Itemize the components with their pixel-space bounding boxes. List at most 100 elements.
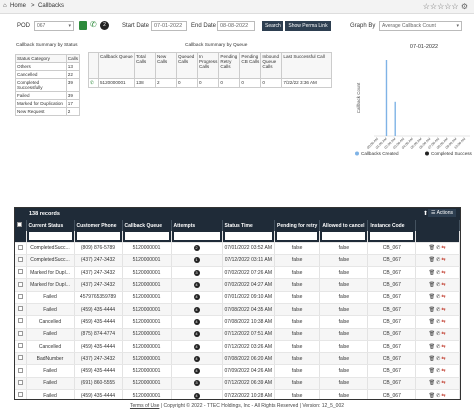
retry-icon[interactable]: ⇆	[441, 380, 447, 387]
phone-icon[interactable]: ✆	[436, 392, 442, 399]
col-allowed-cancel[interactable]: Allowed to cancel	[319, 220, 369, 231]
table-row[interactable]: Failed (691) 860-5555 5120000001 3 07/12/202…	[15, 377, 460, 391]
phone-icon[interactable]: ✆	[436, 245, 442, 252]
row-checkbox[interactable]	[15, 389, 27, 399]
retry-icon[interactable]: ⇆	[441, 269, 447, 276]
col-pending-retry[interactable]: Pending for retry	[274, 220, 321, 231]
filter-input[interactable]	[122, 231, 172, 243]
delete-icon[interactable]: 🗑	[428, 282, 437, 289]
delete-icon[interactable]: 🗑	[428, 306, 437, 313]
row-checkbox[interactable]	[15, 254, 27, 268]
row-checkbox[interactable]	[15, 291, 27, 304]
phone-icon[interactable]: ✆	[436, 294, 442, 301]
table-row[interactable]: Marked for Dupl... (437) 247-3432 51200000…	[15, 266, 460, 280]
filter-input[interactable]	[222, 231, 276, 243]
phone-icon[interactable]: ✆	[436, 318, 442, 325]
col-attempts[interactable]: Attempts	[171, 220, 223, 231]
delete-icon[interactable]: 🗑	[428, 294, 437, 301]
phone-icon[interactable]: ✆	[88, 78, 99, 88]
retry-icon[interactable]: ⇆	[441, 294, 447, 301]
table-row[interactable]: Failed (459) 435-4444 5120000001 4 07/08/202…	[15, 303, 460, 317]
retry-icon[interactable]: ⇆	[441, 392, 447, 399]
col-status-time[interactable]: Status Time	[222, 220, 276, 231]
phone-icon[interactable]: ✆	[436, 331, 442, 338]
phone-icon[interactable]: ✆	[436, 257, 442, 264]
terms-link[interactable]: Terms of Use	[129, 403, 160, 409]
phone-icon[interactable]: ✆	[436, 282, 442, 289]
end-date-input[interactable]: 08-08-2022	[217, 21, 255, 31]
delete-icon[interactable]: 🗑	[428, 318, 437, 325]
col-callback-queue[interactable]: Callback Queue	[122, 220, 172, 231]
col-customer-phone[interactable]: Customer Phone	[74, 220, 123, 231]
grid-cell: false	[274, 377, 321, 391]
row-checkbox[interactable]	[15, 242, 27, 255]
retry-icon[interactable]: ⇆	[441, 245, 447, 252]
perma-link-button[interactable]: Show Perma Link	[285, 21, 331, 31]
delete-icon[interactable]: 🗑	[428, 392, 437, 399]
actions-button[interactable]: ☰ Actions	[427, 209, 456, 217]
table-row[interactable]: Failed (459) 435-4444 5120000001 4 07/22/202…	[15, 389, 460, 399]
table-row[interactable]: Cancelled (459) 435-4444 5120000001 4 07/12/…	[15, 340, 460, 354]
retry-icon[interactable]: ⇆	[441, 343, 447, 350]
retry-icon[interactable]: ⇆	[441, 306, 447, 313]
arrow-up-icon[interactable]: ⬆	[422, 211, 428, 217]
table-row[interactable]: Failed (875) 874-4774 5120000001 4 07/12/202…	[15, 328, 460, 341]
rating-stars-icon[interactable]: ☆☆☆☆☆ ⚙	[422, 2, 468, 11]
delete-icon[interactable]: 🗑	[428, 331, 437, 338]
phone-icon[interactable]: ✆	[436, 343, 442, 350]
row-checkbox[interactable]	[15, 352, 27, 366]
phone-icon[interactable]: ✆	[436, 269, 442, 276]
retry-icon[interactable]: ⇆	[441, 318, 447, 325]
search-button[interactable]: Search	[262, 21, 283, 31]
retry-icon[interactable]: ⇆	[441, 282, 447, 289]
clipboard-icon[interactable]	[79, 21, 87, 30]
start-date-input[interactable]: 07-01-2022	[151, 21, 187, 31]
row-checkbox[interactable]	[15, 328, 27, 341]
pod-select[interactable]: 067 ▾	[34, 21, 74, 31]
graph-by-select[interactable]: Average Callback Count ▾	[379, 21, 462, 31]
table-row[interactable]: Marked for Dupl... (437) 247-3432 51200000…	[15, 278, 460, 292]
table-row[interactable]: Cancelled (459) 435-4444 5120000001 4 07/08/…	[15, 315, 460, 329]
row-checkbox[interactable]	[15, 340, 27, 354]
retry-icon[interactable]: ⇆	[441, 368, 447, 375]
chart-ylabel: Callback Count	[356, 82, 361, 113]
col-current-status[interactable]: Current Status	[26, 220, 75, 231]
table-row[interactable]: Failed 4579765359789 5120000001 4 07/01/2022…	[15, 291, 460, 304]
row-checkbox[interactable]	[15, 266, 27, 280]
breadcrumb-home[interactable]: Home	[10, 3, 27, 9]
delete-icon[interactable]: 🗑	[428, 257, 437, 264]
table-row[interactable]: BadNumber (437) 247-3432 5120000001 4 07/08/…	[15, 352, 460, 366]
filter-input[interactable]	[319, 231, 369, 243]
home-icon[interactable]: ⌂	[3, 3, 7, 9]
filter-input[interactable]	[26, 231, 75, 243]
delete-icon[interactable]: 🗑	[428, 368, 437, 375]
retry-icon[interactable]: ⇆	[441, 257, 447, 264]
table-row[interactable]: CompletedSucc... (809) 876-5789 5120000001…	[15, 242, 460, 255]
delete-icon[interactable]: 🗑	[428, 245, 437, 252]
col-instance-code[interactable]: Instance Code	[367, 220, 417, 231]
delete-icon[interactable]: 🗑	[428, 343, 437, 350]
phone-icon[interactable]: ✆	[90, 20, 97, 29]
table-row[interactable]: Failed (459) 435-4444 5120000001 4 07/09/202…	[15, 364, 460, 378]
row-checkbox[interactable]	[15, 364, 27, 378]
row-checkbox[interactable]	[15, 303, 27, 317]
filter-input[interactable]	[367, 231, 417, 243]
filter-input[interactable]	[274, 231, 321, 243]
delete-icon[interactable]: 🗑	[428, 355, 437, 362]
table-row[interactable]: CompletedSucc... (437) 247-3432 5120000001…	[15, 254, 460, 268]
delete-icon[interactable]: 🗑	[428, 269, 437, 276]
row-checkbox[interactable]	[15, 377, 27, 391]
retry-icon[interactable]: ⇆	[441, 331, 447, 338]
phone-icon[interactable]: ✆	[436, 368, 442, 375]
filter-input[interactable]	[171, 231, 223, 243]
grid-cell: (875) 874-4774	[74, 328, 123, 341]
filter-input[interactable]	[74, 231, 123, 243]
row-checkbox[interactable]	[15, 315, 27, 329]
row-checkbox[interactable]	[15, 278, 27, 292]
phone-icon[interactable]: ✆	[436, 306, 442, 313]
retry-icon[interactable]: ⇆	[441, 355, 447, 362]
select-all-checkbox[interactable]	[15, 220, 27, 231]
phone-icon[interactable]: ✆	[436, 380, 442, 387]
phone-icon[interactable]: ✆	[436, 355, 442, 362]
delete-icon[interactable]: 🗑	[428, 380, 437, 387]
